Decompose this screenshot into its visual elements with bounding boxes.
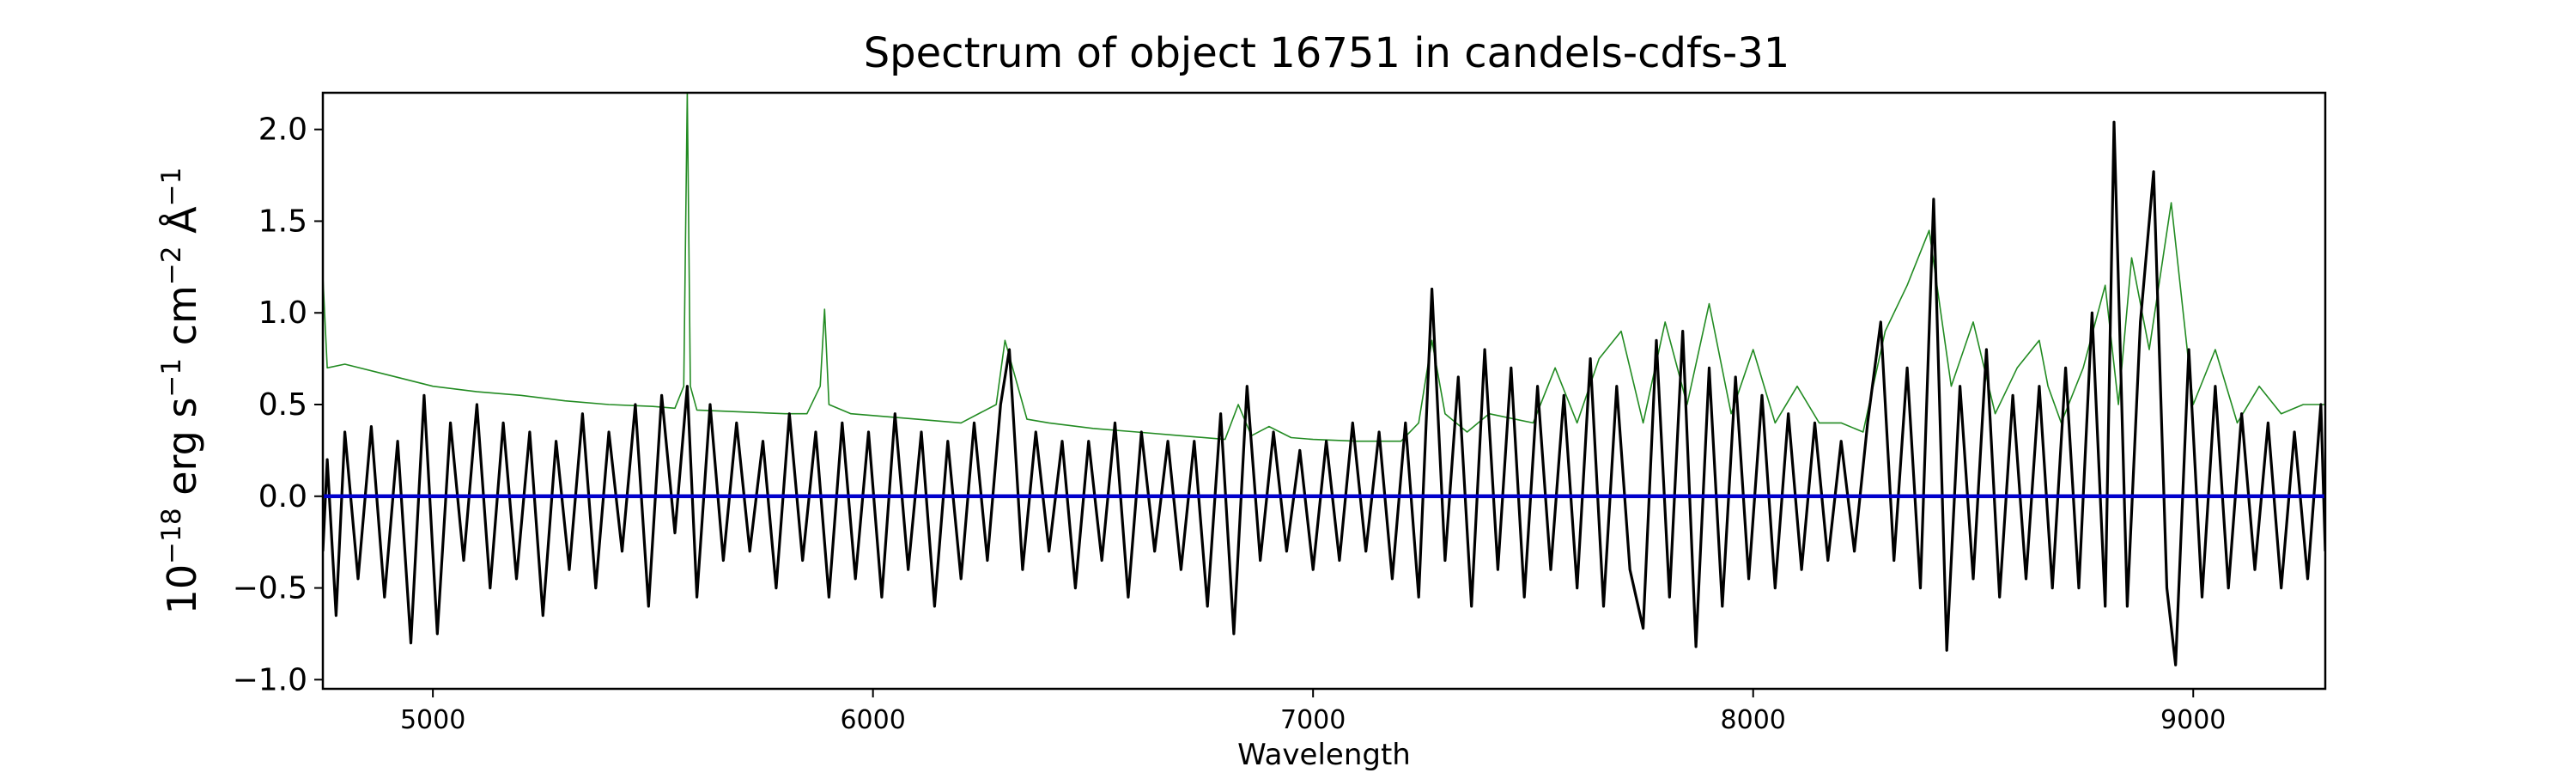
chart-title: Spectrum of object 16751 in candels-cdfs… (864, 29, 1790, 77)
x-tick-label: 7000 (1280, 705, 1346, 735)
flux-spectrum-line (323, 120, 2325, 666)
x-tick-label: 8000 (1721, 705, 1786, 735)
ylabel-part2: cm (159, 285, 205, 358)
ylabel-base: 10 (159, 564, 205, 615)
y-tick-label: −1.0 (233, 662, 307, 697)
ylabel-exp3: −2 (156, 246, 187, 285)
y-tick-label: 0.0 (258, 479, 307, 514)
ylabel-part3: Å (159, 206, 205, 247)
x-axis-label: Wavelength (1237, 738, 1411, 772)
y-tick-label: 0.5 (258, 387, 307, 423)
y-tick-label: −0.5 (233, 571, 307, 606)
y-axis-label: 10−18 erg s−1 cm−2 Å−1 (156, 167, 205, 615)
x-tick-label: 6000 (840, 705, 905, 735)
series-layer (323, 93, 2325, 666)
error-spectrum-line (323, 93, 2325, 442)
ylabel-part1: erg s (159, 398, 205, 508)
x-tick-label: 9000 (2160, 705, 2226, 735)
y-axis-ticks: −1.0 −0.5 0.0 0.5 1.0 1.5 2.0 (233, 113, 323, 697)
ylabel-exp4: −1 (156, 167, 187, 207)
y-tick-label: 1.0 (258, 295, 307, 331)
ylabel-exp1: −18 (156, 508, 187, 563)
x-tick-label: 5000 (400, 705, 465, 735)
y-tick-label: 2.0 (258, 113, 307, 148)
x-axis-ticks: 5000 6000 7000 8000 9000 (400, 689, 2226, 735)
ylabel-exp2: −1 (156, 358, 187, 398)
plot-frame (321, 91, 2327, 691)
y-tick-label: 1.5 (258, 204, 307, 239)
